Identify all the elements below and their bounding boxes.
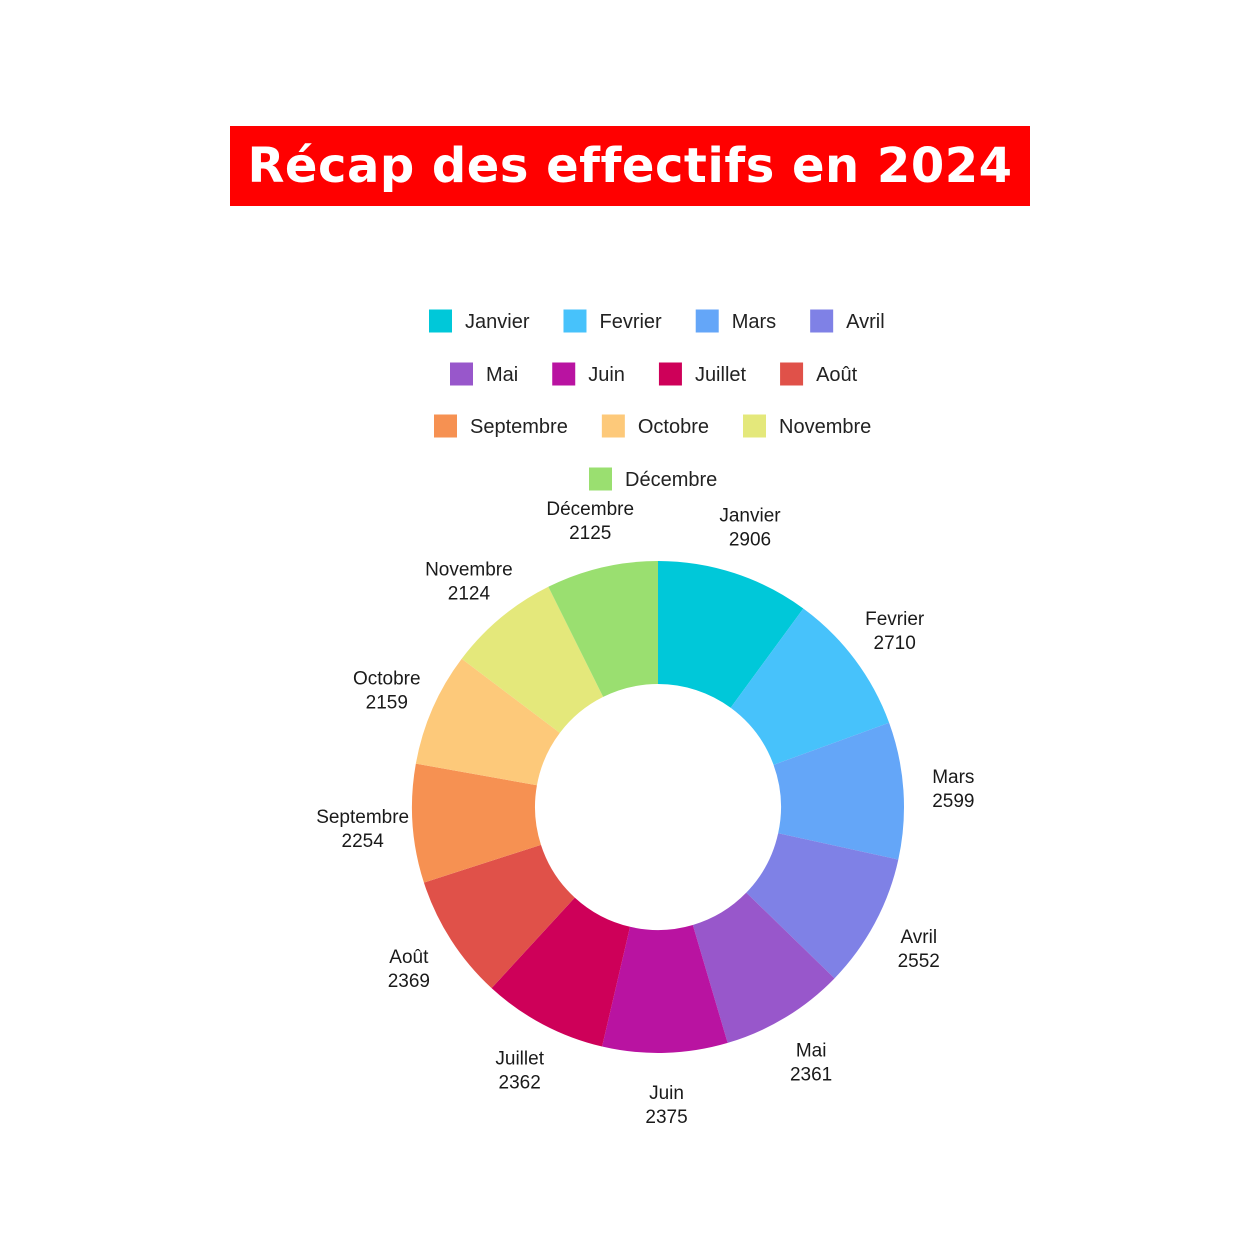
legend-swatch	[563, 309, 587, 333]
legend-swatch	[589, 467, 612, 491]
legend-label: Novembre	[779, 416, 871, 438]
legend-swatch	[434, 414, 457, 438]
legend-label: Mai	[486, 364, 518, 386]
slice-janvier	[658, 561, 804, 708]
legend-swatch	[695, 309, 719, 333]
donut-slices	[411, 561, 904, 1054]
legend-label: Juillet	[695, 364, 747, 386]
legend-swatch	[552, 362, 576, 386]
legend-item-juin: Juin	[552, 362, 625, 386]
legend-item-decembre: Décembre	[589, 467, 717, 491]
legend-item-septembre: Septembre	[434, 414, 568, 438]
slice-juin	[602, 924, 728, 1054]
chart-title: Récap des effectifs en 2024	[247, 138, 1013, 194]
legend-label: Juin	[588, 364, 625, 386]
slice-mars	[773, 722, 904, 860]
slice-label-septembre: Septembre 2254	[316, 807, 409, 852]
slice-avril	[746, 833, 899, 979]
legend-swatch	[429, 309, 452, 333]
legend-item-avril: Avril	[810, 309, 885, 333]
legend-item-mars: Mars	[695, 309, 776, 333]
legend-swatch	[601, 414, 625, 438]
slice-label-octobre: Octobre 2159	[353, 668, 421, 713]
legend-swatch	[450, 362, 473, 386]
legend-item-novembre: Novembre	[743, 414, 871, 438]
legend-swatch	[780, 362, 804, 386]
legend-swatch	[658, 362, 682, 386]
legend-label: Octobre	[638, 416, 709, 438]
slice-label-mars: Mars 2599	[932, 767, 974, 812]
slice-mai	[692, 892, 835, 1043]
slice-decembre	[548, 561, 658, 697]
legend-item-mai: Mai	[450, 362, 518, 386]
slice-label-aout: Août 2369	[388, 947, 430, 992]
legend-swatch	[810, 309, 834, 333]
slice-label-juin: Juin 2375	[645, 1083, 687, 1128]
slice-septembre	[411, 763, 541, 883]
legend-swatch	[743, 414, 766, 438]
slice-label-fevrier: Fevrier 2710	[865, 609, 925, 654]
legend-label: Janvier	[465, 311, 530, 333]
slice-juillet	[491, 897, 631, 1047]
legend-item-aout: Août	[780, 362, 858, 386]
legend-label: Avril	[846, 311, 885, 333]
slice-label-novembre: Novembre 2124	[425, 559, 513, 604]
legend-item-octobre: Octobre	[601, 414, 709, 438]
slice-label-decembre: Décembre 2125	[546, 499, 634, 544]
slice-label-juillet: Juillet 2362	[495, 1049, 544, 1094]
legend-label: Septembre	[470, 416, 568, 438]
legend-label: Août	[816, 364, 858, 386]
legend-label: Fevrier	[599, 311, 662, 333]
legend-item-juillet: Juillet	[658, 362, 747, 386]
slice-label-janvier: Janvier 2906	[719, 506, 781, 551]
slice-fevrier	[730, 608, 890, 765]
legend-label: Mars	[732, 311, 776, 333]
slice-label-mai: Mai 2361	[790, 1040, 832, 1085]
title-banner: Récap des effectifs en 2024	[230, 126, 1030, 206]
legend: Janvier Fevrier Mars Avril Mai Juin Juillet Aoû…	[429, 309, 885, 491]
slice-label-avril: Avril 2552	[898, 927, 940, 972]
slice-novembre	[461, 586, 604, 733]
legend-label: Décembre	[625, 469, 717, 491]
slice-labels: Janvier 2906 Fevrier 2710 Mars 2599 Avril 2552 M…	[316, 499, 974, 1128]
slice-octobre	[415, 658, 560, 786]
legend-item-janvier: Janvier	[429, 309, 530, 333]
legend-item-fevrier: Fevrier	[563, 309, 662, 333]
slice-aout	[423, 844, 575, 989]
